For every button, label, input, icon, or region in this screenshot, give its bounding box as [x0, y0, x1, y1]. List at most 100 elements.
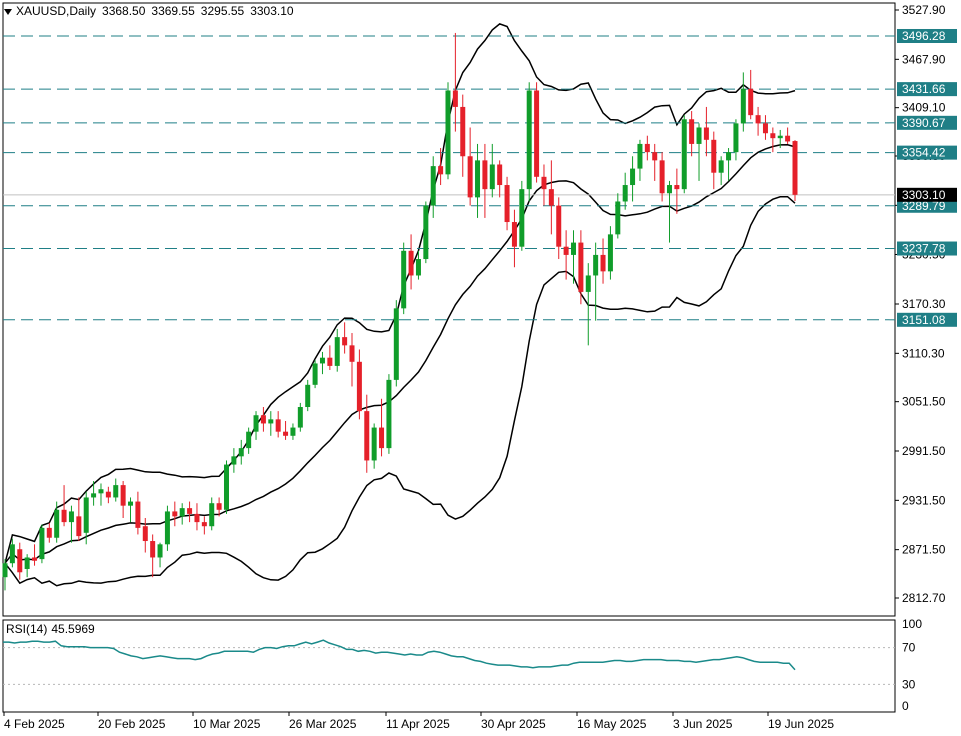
close-value: 3303.10 — [250, 4, 294, 18]
candle-body — [689, 119, 695, 144]
dropdown-triangle-icon[interactable] — [4, 8, 12, 15]
level-price-box — [897, 28, 957, 43]
x-tick-label: 26 Mar 2025 — [289, 717, 357, 731]
candle-body — [379, 427, 385, 449]
high-value: 3369.55 — [151, 4, 195, 18]
candle-body — [128, 501, 134, 506]
candle-body — [792, 141, 798, 195]
candle-body — [61, 509, 67, 523]
y-tick-label: 3467.90 — [902, 52, 946, 66]
y-tick-label: 3409.10 — [902, 101, 946, 115]
level-price-label: 3151.08 — [902, 313, 946, 327]
candle-body — [681, 119, 687, 190]
x-tick-label: 11 Apr 2025 — [386, 717, 450, 731]
candle-body — [519, 189, 525, 247]
candle-body — [223, 464, 229, 510]
candle-body — [393, 308, 399, 380]
candle-body — [98, 489, 104, 494]
candle-body — [777, 135, 783, 139]
current-price-box — [897, 187, 957, 202]
x-tick-label: 3 Jun 2025 — [673, 717, 733, 731]
x-tick-label: 30 Apr 2025 — [481, 717, 546, 731]
candle-body — [438, 166, 444, 175]
candle-body — [607, 234, 613, 272]
candle-body — [142, 526, 148, 542]
candle-body — [534, 90, 540, 177]
candle-body — [511, 222, 517, 247]
y-tick-label: 2931.50 — [902, 493, 946, 507]
rsi-tick-label: 100 — [902, 617, 922, 631]
rsi-tick-label: 30 — [902, 677, 916, 691]
candle-body — [401, 250, 407, 309]
candle-body — [497, 164, 503, 186]
x-tick-label: 4 Feb 2025 — [4, 717, 65, 731]
candle-body — [349, 345, 355, 362]
candle-body — [452, 90, 458, 107]
candle-body — [644, 143, 650, 153]
symbol-label: XAUUSD,Daily — [16, 4, 97, 18]
candle-body — [733, 123, 739, 153]
candle-body — [179, 508, 185, 517]
candle-body — [364, 411, 370, 461]
level-price-label: 3354.42 — [902, 146, 946, 160]
candle-body — [216, 503, 222, 510]
candle-body — [83, 497, 89, 533]
x-tick-label: 10 Mar 2025 — [193, 717, 261, 731]
candle-body — [238, 448, 244, 457]
rsi-line — [3, 639, 796, 671]
candle-body — [17, 549, 23, 573]
candle-body — [740, 88, 746, 124]
candle-body — [105, 491, 111, 498]
candle-body — [674, 185, 680, 190]
candle-body — [541, 176, 547, 190]
candle-body — [135, 501, 141, 528]
candle-body — [39, 527, 45, 560]
candle-body — [68, 511, 74, 523]
level-price-label: 3390.67 — [902, 116, 946, 130]
candle-body — [526, 90, 532, 190]
level-price-box — [897, 82, 957, 97]
candle-body — [246, 431, 252, 449]
rsi-tick-label: 70 — [902, 641, 916, 655]
candle-body — [585, 275, 591, 292]
candle-body — [150, 541, 156, 558]
candle-body — [415, 259, 421, 276]
y-tick-label: 3051.50 — [902, 395, 946, 409]
candle-body — [748, 88, 754, 116]
candle-body — [600, 254, 606, 272]
candle-body — [290, 427, 296, 436]
candle-body — [615, 201, 621, 235]
candle-body — [327, 357, 333, 366]
bollinger-lower-band — [4, 195, 796, 587]
candle-body — [209, 503, 215, 527]
rsi-name: RSI(14) — [6, 622, 48, 636]
chart-header: XAUUSD,Daily 3368.50 3369.55 3295.55 3303.10 — [4, 4, 300, 18]
y-tick-label: 3110.30 — [902, 346, 945, 360]
candle-body — [297, 407, 303, 428]
y-tick-label: 2871.50 — [902, 543, 946, 557]
x-tick-label: 19 Jun 2025 — [768, 717, 834, 731]
candle-body — [548, 189, 554, 206]
current-price-label: 3303.10 — [902, 188, 946, 202]
candle-body — [342, 337, 348, 346]
candle-body — [253, 415, 259, 432]
candle-body — [356, 361, 362, 412]
candle-body — [319, 357, 325, 364]
candle-body — [76, 516, 82, 537]
candle-body — [489, 164, 495, 190]
candle-body — [172, 511, 178, 517]
candle-body — [334, 337, 340, 366]
low-value: 3295.55 — [200, 4, 245, 18]
level-price-box — [897, 145, 957, 160]
candle-body — [91, 493, 97, 498]
candle-body — [194, 513, 200, 523]
candle-body — [305, 384, 311, 408]
candle-body — [120, 485, 126, 506]
rsi-plot-frame — [2, 619, 896, 713]
candle-body — [231, 456, 237, 465]
level-price-box — [897, 241, 957, 256]
candle-body — [652, 152, 658, 161]
candle-body — [696, 127, 702, 144]
main-plot-frame — [2, 2, 896, 617]
